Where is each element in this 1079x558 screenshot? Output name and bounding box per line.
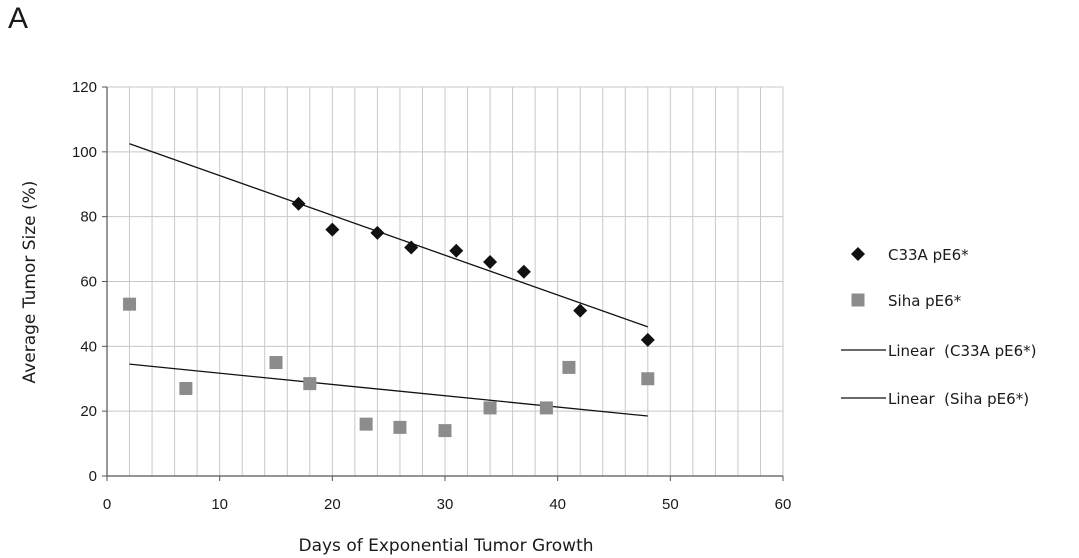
legend-marker: [851, 247, 865, 261]
data-point: [516, 264, 531, 279]
data-point: [483, 255, 498, 270]
data-point: [641, 372, 655, 386]
x-axis-title: Days of Exponential Tumor Growth: [298, 536, 593, 556]
data-point: [483, 401, 497, 415]
x-tick-label: 50: [662, 496, 679, 513]
y-tick-label: 60: [80, 274, 97, 291]
data-point: [393, 420, 407, 434]
y-tick-label: 80: [80, 209, 97, 226]
trendline: [129, 363, 648, 417]
data-point: [123, 297, 137, 311]
data-point: [539, 401, 553, 415]
data-point: [325, 222, 340, 237]
y-tick-label: 100: [72, 144, 97, 161]
data-point: [640, 332, 655, 347]
legend-label: C33A pE6*: [888, 246, 969, 264]
x-tick-label: 20: [324, 496, 341, 513]
legend-item: Linear (C33A pE6*): [841, 342, 1037, 360]
legend-label: Linear (C33A pE6*): [888, 342, 1037, 360]
legend-label: Siha pE6*: [888, 292, 962, 310]
data-point: [573, 303, 588, 318]
legend: C33A pE6* Siha pE6* Linear (C33A pE6*) Line…: [841, 246, 1037, 408]
legend-marker: [851, 293, 865, 307]
panel-label: A: [8, 2, 29, 35]
legend-item: C33A pE6*: [851, 246, 969, 264]
y-tick-label: 20: [80, 403, 97, 420]
data-point: [303, 377, 317, 391]
data-point: [291, 196, 306, 211]
data-point: [449, 243, 464, 258]
x-tick-label: 30: [437, 496, 454, 513]
data-points: [123, 196, 655, 438]
legend-label: Linear (Siha pE6*): [888, 390, 1029, 408]
data-point: [269, 356, 283, 370]
data-point: [359, 417, 373, 431]
data-point: [562, 360, 576, 374]
x-tick-label: 10: [211, 496, 228, 513]
grid: [107, 86, 784, 476]
trendlines: [129, 143, 649, 417]
legend-item: Siha pE6*: [851, 292, 962, 310]
trendline: [129, 143, 649, 328]
legend-item: Linear (Siha pE6*): [841, 390, 1029, 408]
data-point: [438, 424, 452, 438]
axes: [102, 86, 784, 481]
x-tick-label: 60: [775, 496, 792, 513]
y-tick-label: 120: [72, 79, 97, 96]
x-tick-label: 0: [103, 496, 111, 513]
data-point: [404, 240, 419, 255]
y-axis-title: Average Tumor Size (%): [20, 181, 40, 384]
x-tick-label: 40: [549, 496, 566, 513]
y-tick-label: 0: [89, 468, 97, 485]
data-point: [370, 225, 385, 240]
y-tick-label: 40: [80, 338, 97, 355]
tick-labels: 0 20 40 60 80 100 120 0 10 20 30 40 50 60: [72, 79, 791, 513]
data-point: [179, 381, 193, 395]
